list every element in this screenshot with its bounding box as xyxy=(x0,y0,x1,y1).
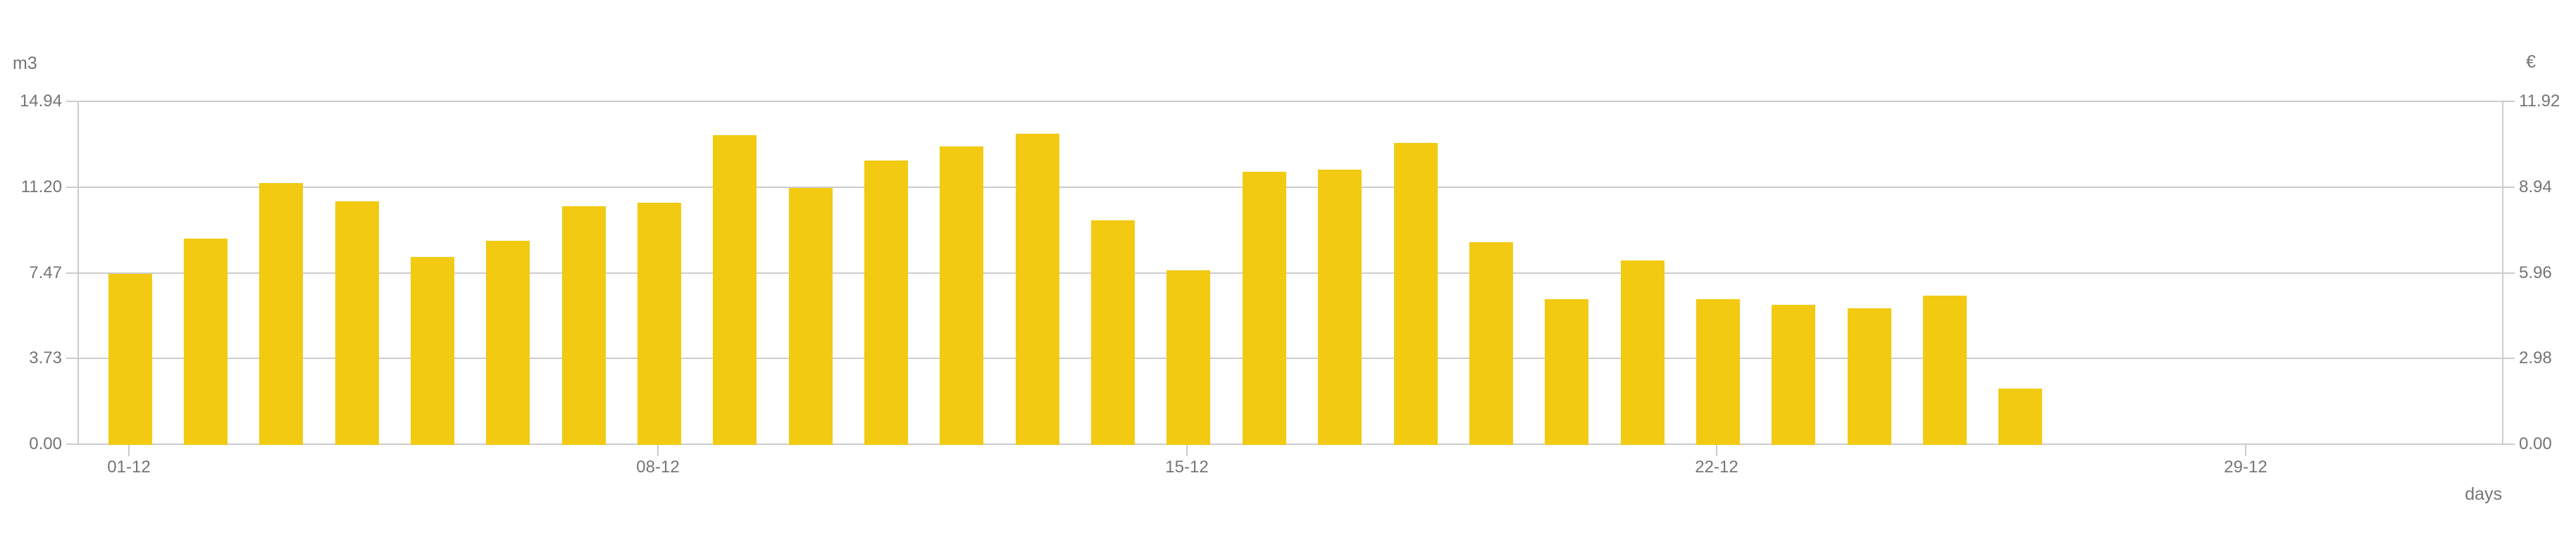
bar-14-12[interactable] xyxy=(1091,220,1135,445)
left-axis-tick-mark xyxy=(66,272,77,274)
right-axis-tick-mark xyxy=(2503,358,2515,359)
x-axis-tick-mark xyxy=(1716,445,1717,456)
left-axis-tick-mark xyxy=(66,187,77,188)
right-axis-tick-mark xyxy=(2503,187,2515,188)
x-axis-tick-mark xyxy=(657,445,659,456)
right-axis-tick-label: 5.96 xyxy=(2519,263,2552,282)
right-axis-tick-label: 2.98 xyxy=(2519,348,2552,367)
bar-22-12[interactable] xyxy=(1696,299,1740,445)
bar-05-12[interactable] xyxy=(411,257,454,445)
bar-15-12[interactable] xyxy=(1166,270,1210,445)
plot-area xyxy=(77,101,2503,445)
bar-12-12[interactable] xyxy=(940,146,983,445)
left-axis-tick-mark xyxy=(66,443,77,445)
right-axis-tick-label: 0.00 xyxy=(2519,434,2552,453)
bar-10-12[interactable] xyxy=(789,188,833,445)
bar-02-12[interactable] xyxy=(184,239,228,445)
x-axis-tick-label: 29-12 xyxy=(2224,458,2267,477)
gridline xyxy=(79,187,2502,188)
x-axis-tick-mark xyxy=(1186,445,1188,456)
right-axis-title: € xyxy=(2526,52,2536,72)
bar-26-12[interactable] xyxy=(1998,389,2042,445)
bar-04-12[interactable] xyxy=(335,201,379,445)
left-axis-tick-label: 3.73 xyxy=(29,348,62,367)
gridline xyxy=(79,358,2502,359)
left-axis-tick-mark xyxy=(66,358,77,359)
bar-13-12[interactable] xyxy=(1016,134,1059,445)
right-axis-tick-label: 8.94 xyxy=(2519,177,2552,196)
x-axis-tick-label: 22-12 xyxy=(1695,458,1738,477)
right-axis-tick-mark xyxy=(2503,443,2515,445)
bar-07-12[interactable] xyxy=(562,206,606,445)
left-axis-tick-label: 7.47 xyxy=(29,263,62,282)
x-axis-tick-label: 15-12 xyxy=(1165,458,1209,477)
bar-08-12[interactable] xyxy=(637,203,681,445)
bar-23-12[interactable] xyxy=(1772,305,1815,445)
x-axis-title: days xyxy=(2465,484,2502,504)
bar-09-12[interactable] xyxy=(713,135,757,445)
gridline xyxy=(79,101,2502,102)
bar-17-12[interactable] xyxy=(1318,170,1362,445)
bar-21-12[interactable] xyxy=(1621,260,1665,445)
gridline xyxy=(79,443,2502,445)
left-axis-tick-label: 11.20 xyxy=(20,177,62,196)
bar-16-12[interactable] xyxy=(1243,172,1286,445)
left-axis-title: m3 xyxy=(13,54,37,73)
bar-25-12[interactable] xyxy=(1923,296,1967,445)
x-axis-tick-label: 08-12 xyxy=(636,458,680,477)
left-axis-tick-label: 14.94 xyxy=(19,92,62,111)
right-axis-tick-mark xyxy=(2503,272,2515,274)
bar-20-12[interactable] xyxy=(1545,299,1588,445)
x-axis-tick-mark xyxy=(128,445,130,456)
bar-24-12[interactable] xyxy=(1848,308,1891,445)
left-axis-tick-mark xyxy=(66,101,77,102)
bar-06-12[interactable] xyxy=(486,241,530,445)
gridline xyxy=(79,272,2502,274)
right-axis-tick-label: 11.92 xyxy=(2519,92,2561,111)
x-axis-tick-label: 01-12 xyxy=(107,458,151,477)
left-axis-tick-label: 0.00 xyxy=(29,434,62,453)
bar-18-12[interactable] xyxy=(1394,143,1438,445)
bar-11-12[interactable] xyxy=(864,160,908,445)
bar-03-12[interactable] xyxy=(259,183,303,445)
right-axis-tick-mark xyxy=(2503,101,2515,102)
x-axis-tick-mark xyxy=(2245,445,2246,456)
bar-01-12[interactable] xyxy=(108,274,152,445)
bar-19-12[interactable] xyxy=(1469,242,1513,445)
